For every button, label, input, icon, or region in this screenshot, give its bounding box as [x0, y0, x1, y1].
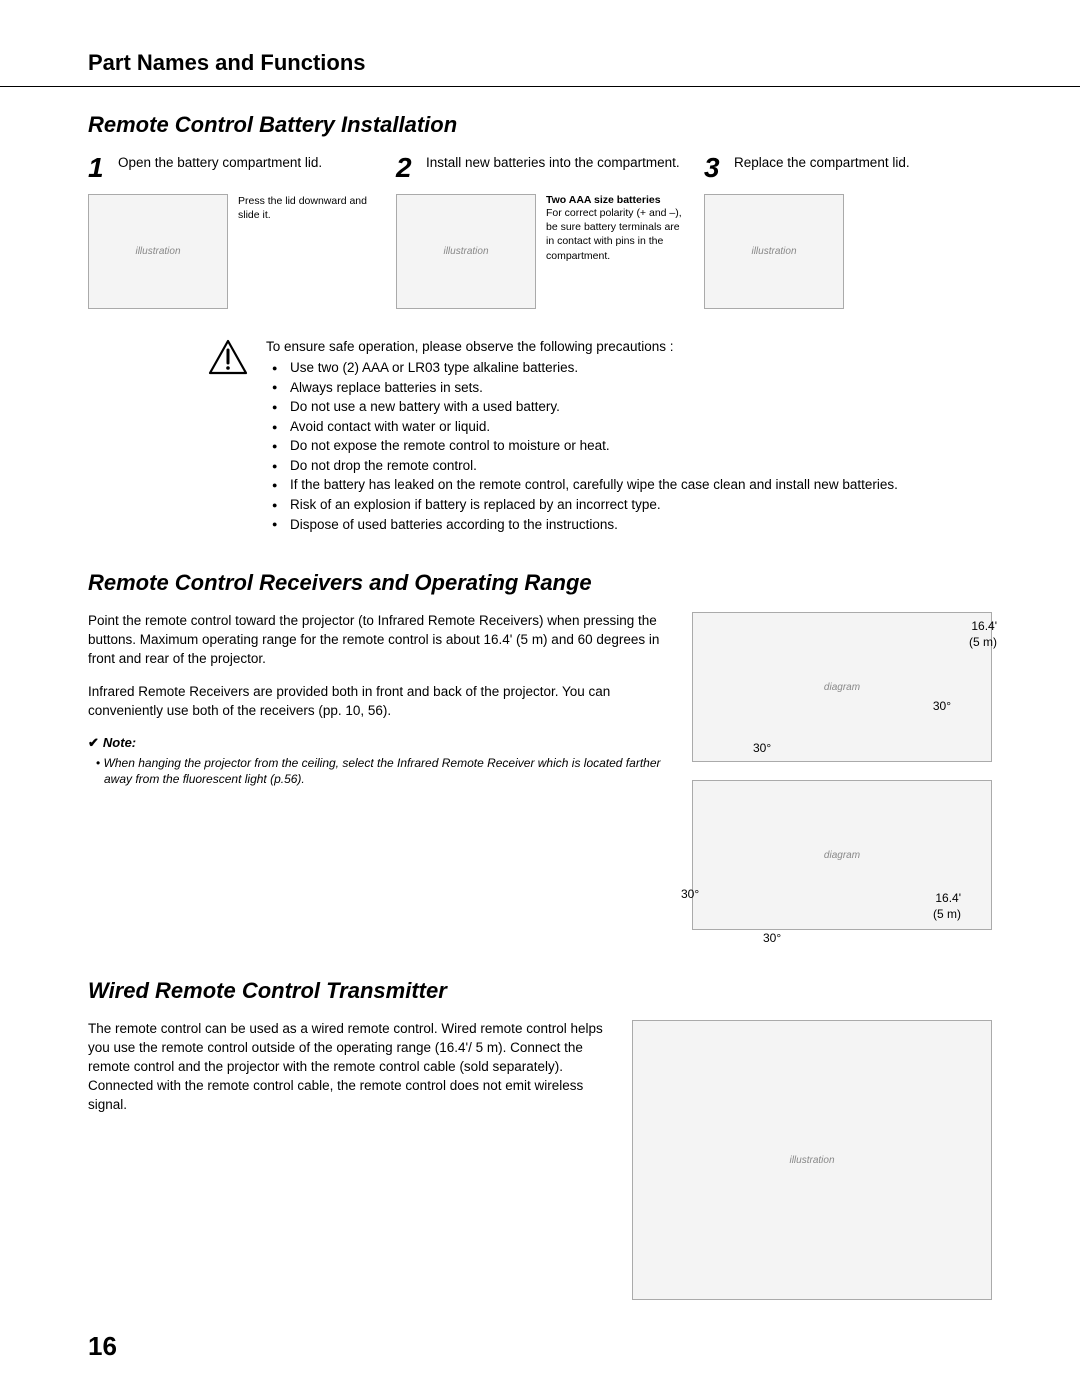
angle-label: 30° — [933, 699, 951, 713]
section2-left: Point the remote control toward the proj… — [88, 612, 668, 930]
step3-image-cell: illustration — [704, 194, 992, 309]
precautions-list: Use two (2) AAA or LR03 type alkaline ba… — [266, 358, 898, 534]
step-text: Replace the compartment lid. — [734, 154, 910, 172]
precautions: To ensure safe operation, please observe… — [266, 339, 898, 534]
angle-label: 30° — [763, 931, 781, 945]
section2-right: diagram 16.4' (5 m) 30° 30° diagram 30° … — [692, 612, 992, 930]
precaution-item: Dispose of used batteries according to t… — [290, 515, 898, 535]
precaution-item: Use two (2) AAA or LR03 type alkaline ba… — [290, 358, 898, 378]
step3-illustration: illustration — [704, 194, 844, 309]
precaution-item: Risk of an explosion if battery is repla… — [290, 495, 898, 515]
step-images-row: illustration Press the lid downward and … — [88, 194, 992, 309]
step2-caption-bold: Two AAA size batteries — [546, 194, 684, 206]
step2-illustration: illustration — [396, 194, 536, 309]
range-label-ft: 16.4' — [935, 891, 961, 905]
step-num: 1 — [88, 154, 110, 182]
step-text: Install new batteries into the compartme… — [426, 154, 680, 172]
precautions-intro: To ensure safe operation, please observe… — [266, 339, 898, 354]
header-rule — [0, 86, 1080, 87]
step-text: Open the battery compartment lid. — [118, 154, 322, 172]
page-header: Part Names and Functions — [88, 50, 992, 76]
warning-block: To ensure safe operation, please observe… — [88, 339, 992, 534]
step1-illustration: illustration — [88, 194, 228, 309]
range-label-m: (5 m) — [933, 907, 961, 921]
precaution-item: Avoid contact with water or liquid. — [290, 417, 898, 437]
step2-image-cell: illustration Two AAA size batteries For … — [396, 194, 684, 309]
section2-columns: Point the remote control toward the proj… — [88, 612, 992, 930]
step1-image-cell: illustration Press the lid downward and … — [88, 194, 376, 309]
step-1: 1 Open the battery compartment lid. — [88, 154, 376, 182]
angle-label: 30° — [681, 887, 699, 901]
note-body: When hanging the projector from the ceil… — [88, 755, 668, 787]
page-number: 16 — [88, 1331, 117, 1362]
range-diagram-rear: diagram 30° 16.4' (5 m) 30° — [692, 780, 992, 930]
step-num: 2 — [396, 154, 418, 182]
steps-row: 1 Open the battery compartment lid. 2 In… — [88, 154, 992, 182]
step-3: 3 Replace the compartment lid. — [704, 154, 992, 182]
precaution-item: Do not drop the remote control. — [290, 456, 898, 476]
section3-left: The remote control can be used as a wire… — [88, 1020, 608, 1300]
range-label-ft: 16.4' — [971, 619, 997, 633]
section3-row: The remote control can be used as a wire… — [88, 1020, 992, 1300]
section2-para1: Point the remote control toward the proj… — [88, 612, 668, 669]
range-label-m: (5 m) — [969, 635, 997, 649]
section3-para: The remote control can be used as a wire… — [88, 1020, 608, 1114]
section2-title: Remote Control Receivers and Operating R… — [88, 570, 992, 596]
precaution-item: Do not expose the remote control to mois… — [290, 436, 898, 456]
section3-right: illustration — [632, 1020, 992, 1300]
section3-title: Wired Remote Control Transmitter — [88, 978, 992, 1004]
angle-label: 30° — [753, 741, 771, 755]
step-num: 3 — [704, 154, 726, 182]
step2-caption: For correct polarity (+ and –), be sure … — [546, 206, 684, 263]
range-diagram-front: diagram 16.4' (5 m) 30° 30° — [692, 612, 992, 762]
precaution-item: If the battery has leaked on the remote … — [290, 475, 898, 495]
precaution-item: Always replace batteries in sets. — [290, 378, 898, 398]
warning-icon — [208, 339, 248, 375]
step1-caption: Press the lid downward and slide it. — [238, 194, 376, 222]
step-2: 2 Install new batteries into the compart… — [396, 154, 684, 182]
section2-para2: Infrared Remote Receivers are provided b… — [88, 683, 668, 721]
wired-remote-illustration: illustration — [632, 1020, 992, 1300]
precaution-item: Do not use a new battery with a used bat… — [290, 397, 898, 417]
note-label: Note: — [88, 735, 668, 751]
section1-title: Remote Control Battery Installation — [88, 112, 992, 138]
